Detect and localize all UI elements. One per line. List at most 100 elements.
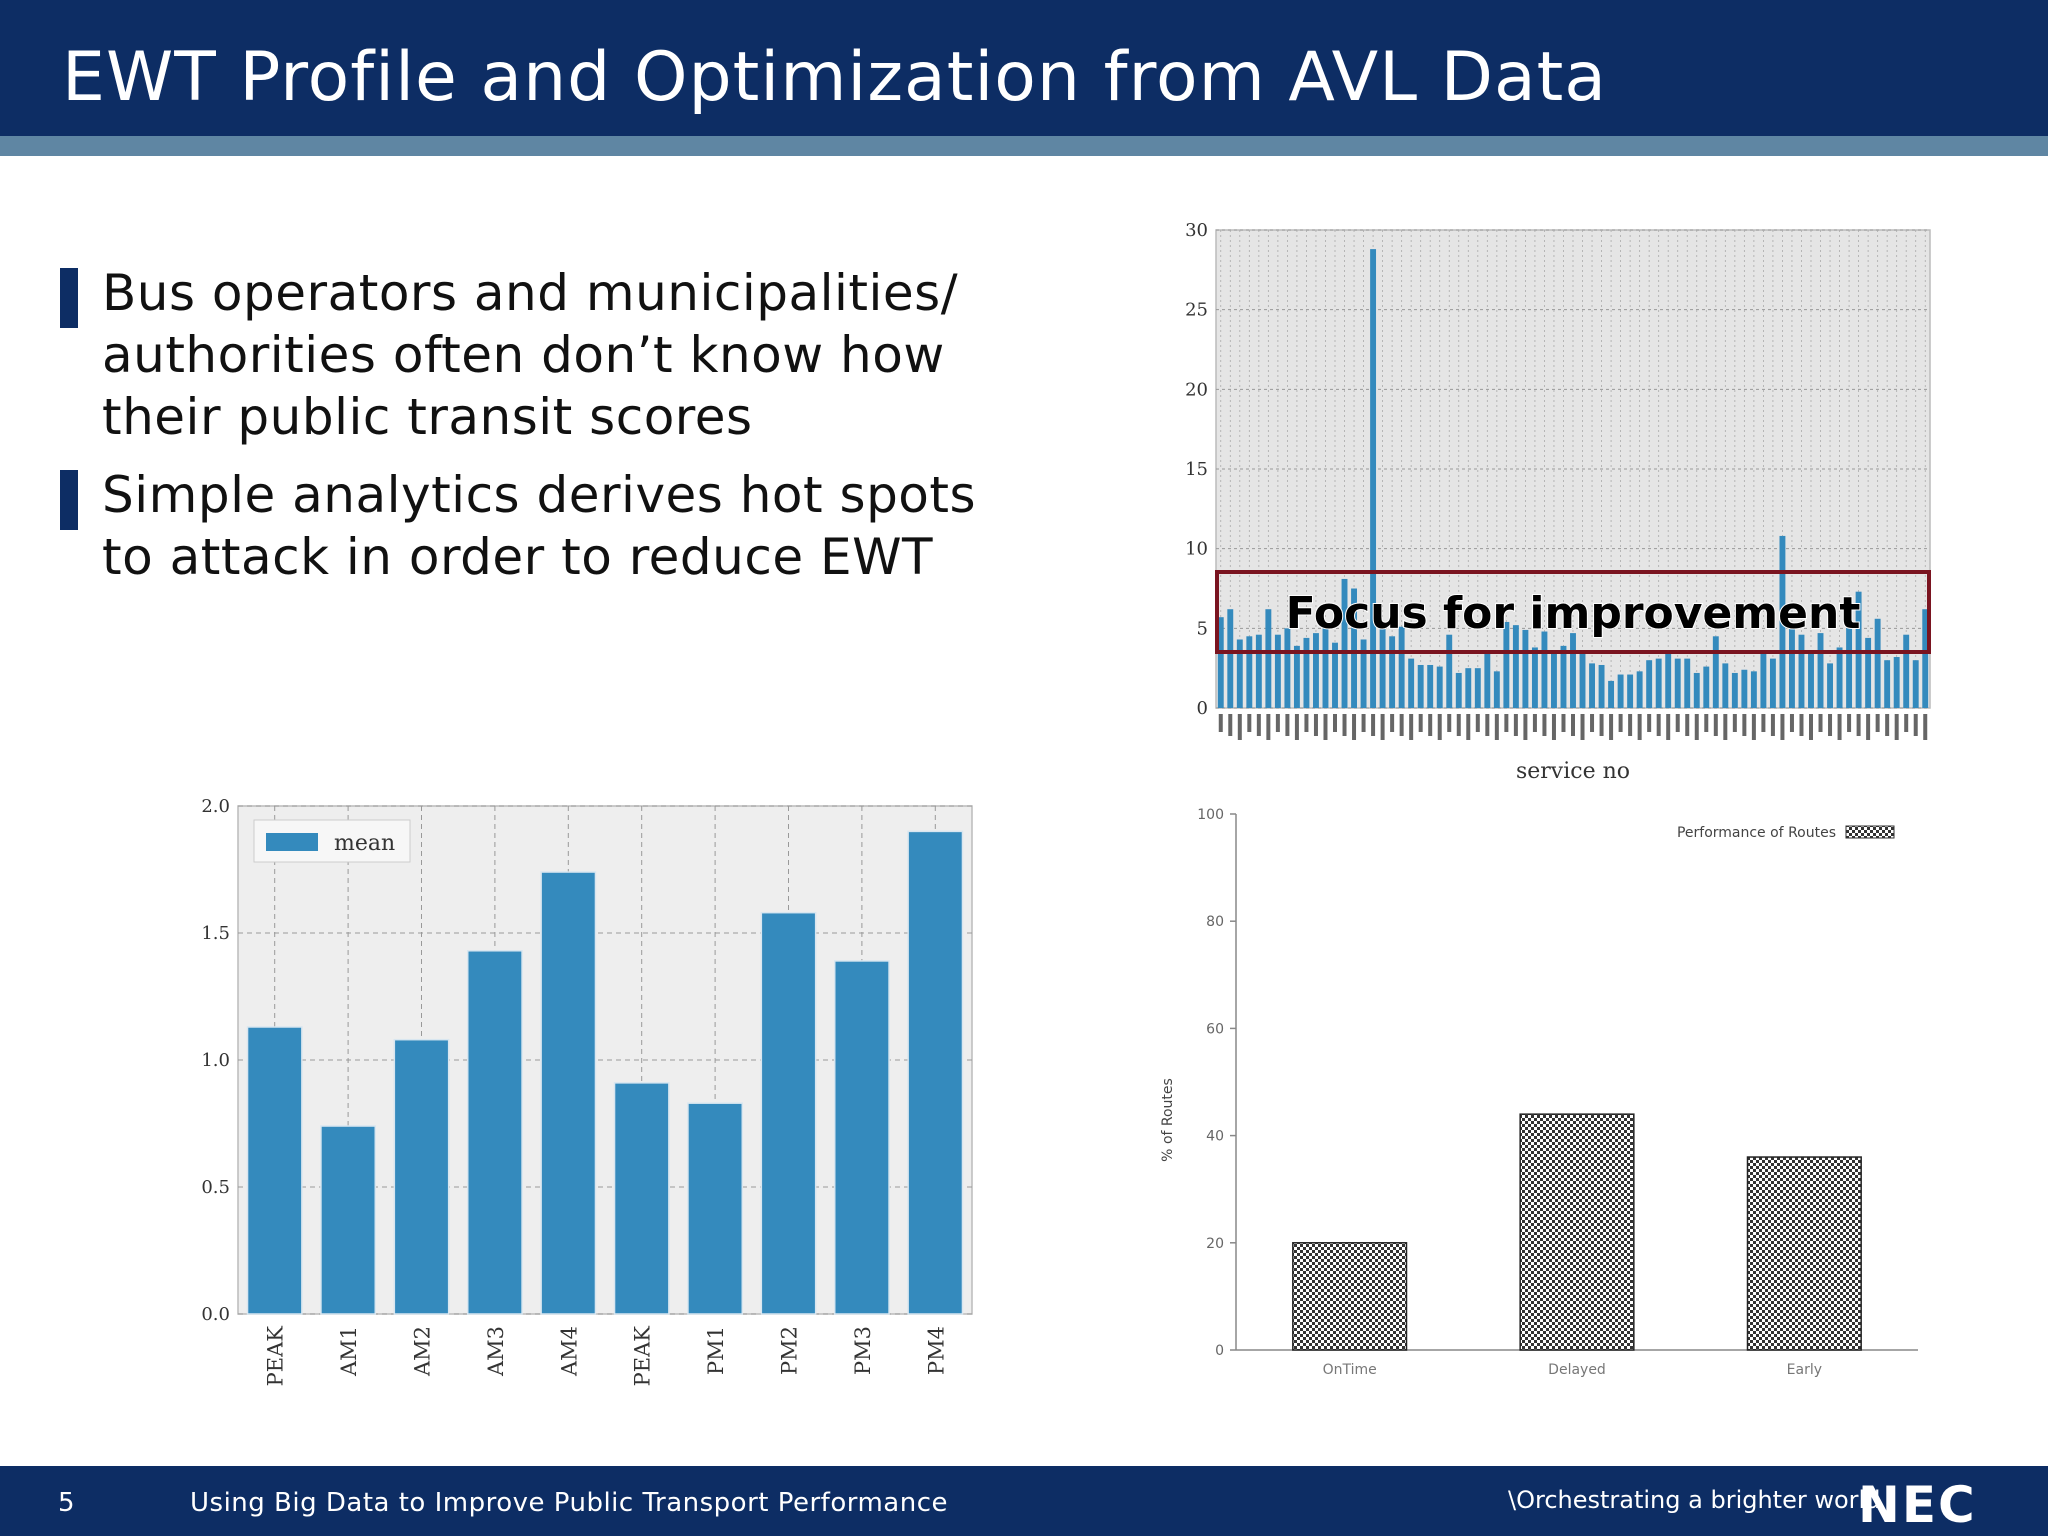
x-tick-mark [1751, 714, 1756, 740]
bar [540, 871, 597, 1315]
x-tick-mark [1770, 714, 1775, 736]
bar [1693, 672, 1700, 708]
bar [1589, 663, 1595, 708]
bar [1417, 664, 1424, 708]
x-tick-mark [1913, 714, 1918, 736]
x-tick-mark [1313, 714, 1318, 736]
x-tick-mark [1704, 714, 1709, 732]
x-tick-mark [1694, 714, 1699, 740]
x-tick-mark [1666, 714, 1671, 740]
bar [1512, 625, 1519, 708]
bar [1274, 634, 1281, 708]
x-tick-mark [1723, 714, 1728, 740]
bar [1884, 660, 1891, 708]
bar [1303, 637, 1310, 708]
x-tick-label: PM2 [778, 1326, 802, 1375]
x-tick-mark [1323, 714, 1328, 740]
x-tick-mark [1399, 714, 1404, 736]
footer-title: Using Big Data to Improve Public Transpo… [190, 1488, 948, 1518]
focus-callout-box [1215, 570, 1931, 654]
y-tick-label: 100 [1197, 807, 1224, 823]
bar [1684, 658, 1691, 708]
bar [1789, 626, 1795, 708]
bar [1903, 634, 1910, 708]
bar [466, 950, 523, 1315]
x-tick-label: PEAK [264, 1326, 288, 1387]
bar [1846, 618, 1853, 708]
bar [1484, 652, 1491, 708]
x-tick-label: Early [1787, 1362, 1822, 1378]
x-tick-mark [1818, 714, 1823, 732]
x-tick-mark [1228, 714, 1233, 736]
route-performance-chart: 0 20 40 60 80 100 OnTime Delayed Early % of Rou… [1160, 807, 1918, 1378]
y-axis-label: % of Routes [1160, 1078, 1176, 1162]
bar [1722, 663, 1729, 708]
bar [1389, 636, 1396, 708]
bar [687, 1102, 744, 1315]
page-title: EWT Profile and Optimization from AVL Da… [62, 38, 1607, 117]
x-tick-mark [1675, 714, 1680, 732]
x-tick-mark [1218, 714, 1223, 732]
bar [1503, 621, 1510, 708]
bar [760, 911, 817, 1315]
bar [1293, 645, 1300, 708]
bar [1827, 663, 1833, 708]
bar [1322, 628, 1329, 708]
x-tick-mark [1713, 714, 1718, 736]
bar [1531, 647, 1538, 708]
y-tick-label: 80 [1206, 914, 1224, 930]
bar [1798, 634, 1805, 708]
bar [1455, 672, 1462, 708]
bar [1646, 660, 1653, 708]
bar [1703, 666, 1710, 708]
x-tick-mark [1475, 714, 1480, 732]
x-tick-mark [1551, 714, 1556, 740]
bar [1855, 591, 1862, 708]
x-tick-mark [1466, 714, 1471, 740]
x-tick-mark [1628, 714, 1633, 736]
bar [1551, 652, 1557, 708]
bar [1351, 588, 1357, 708]
x-tick-mark [1409, 714, 1414, 740]
mean-by-period-chart: 0.0 0.5 1.0 1.5 2.0 PEAK AM1 AM2 AM3 AM4 PEAK PM1 P… [201, 796, 973, 1387]
bar [1217, 617, 1224, 708]
x-tick-mark [1885, 714, 1890, 736]
x-tick-label: AM3 [484, 1326, 508, 1377]
x-tick-mark [1656, 714, 1661, 736]
bar [1493, 671, 1500, 708]
focus-callout-label: Focus for improvement [1286, 588, 1861, 639]
x-tick-mark [1618, 714, 1623, 732]
bar [1817, 633, 1824, 708]
x-tick-label: AM4 [557, 1326, 581, 1377]
bar [1236, 639, 1243, 708]
x-tick-mark [1237, 714, 1242, 740]
y-tick-label: 20 [1206, 1236, 1224, 1252]
x-tick-mark [1266, 714, 1271, 740]
x-tick-mark [1542, 714, 1547, 736]
bar [1912, 660, 1919, 708]
bar [1465, 668, 1472, 708]
x-tick-mark [1285, 714, 1290, 736]
x-tick-mark [1866, 714, 1871, 740]
x-tick-mark [1637, 714, 1642, 740]
x-tick-mark [1875, 714, 1880, 732]
y-tick-label: 2.0 [201, 796, 230, 817]
bar [1769, 658, 1776, 708]
bullet-text: Simple analytics derives hot spots to at… [102, 466, 977, 586]
x-tick-mark [1685, 714, 1690, 736]
x-tick-mark [1504, 714, 1509, 732]
legend-label: mean [334, 831, 395, 856]
bullet-text: Bus operators and municipalities/ author… [102, 264, 959, 446]
legend-label: Performance of Routes [1677, 825, 1836, 841]
bar [246, 1026, 303, 1315]
x-tick-label: PM4 [924, 1326, 948, 1375]
company-tagline: \Orchestrating a brighter world [1508, 1486, 1881, 1514]
bar [1598, 664, 1605, 708]
x-tick-mark [1590, 714, 1595, 732]
x-tick-mark [1532, 714, 1537, 732]
bar [1255, 634, 1262, 708]
bar [1227, 609, 1234, 708]
x-tick-mark [1294, 714, 1299, 740]
y-tick-label: 10 [1185, 539, 1208, 560]
bar [1779, 535, 1786, 708]
